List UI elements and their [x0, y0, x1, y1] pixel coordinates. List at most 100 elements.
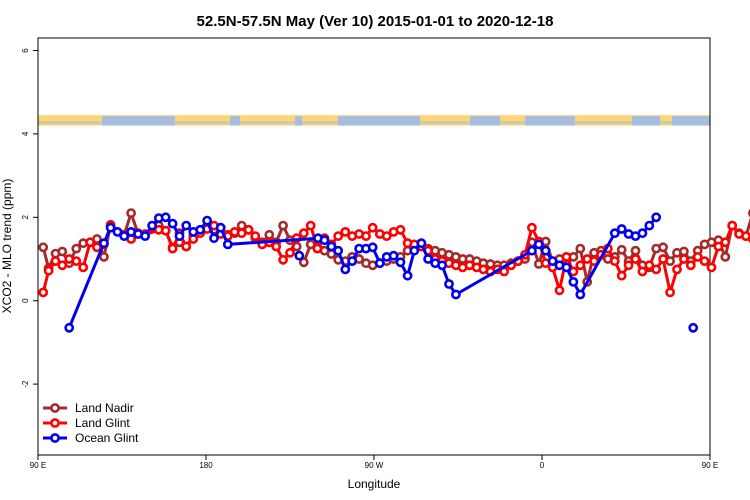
x-tick-label-2: 90 W — [365, 461, 384, 470]
ocean-glint-point-7 — [140, 231, 150, 241]
chart-title: 52.5N-57.5N May (Ver 10) 2015-01-01 to 2… — [197, 13, 554, 30]
x-tick-label-4: 90 E — [702, 461, 718, 470]
ocean-glint-point-15 — [195, 224, 206, 235]
land-glint-point-17 — [167, 243, 178, 254]
band-ocean-5 — [525, 116, 575, 126]
ocean-glint-point-47 — [568, 276, 579, 287]
land-nadir-point-33 — [278, 220, 288, 231]
land-glint-point-34 — [285, 247, 295, 258]
land-glint-point-98 — [727, 220, 738, 231]
band-ocean-stripe — [38, 121, 710, 125]
land-glint-point-36 — [298, 228, 309, 239]
series-ocean-glint — [64, 212, 662, 333]
band-ocean-0 — [102, 116, 175, 126]
y-tick-label-2: 2 — [21, 215, 30, 220]
land-nadir-point-97 — [720, 251, 731, 262]
ocean-glint-point-23 — [333, 245, 344, 256]
land-glint-point-38 — [312, 243, 323, 254]
land-glint-point-3 — [57, 260, 68, 271]
x-axis-label: Longitude — [348, 477, 401, 491]
ocean-glint-point-36 — [423, 254, 433, 264]
land-glint-point-45 — [361, 231, 371, 241]
land-glint-point-2 — [50, 256, 61, 266]
land-nadir-point-9 — [99, 251, 109, 262]
ocean-glint-point-4 — [119, 231, 130, 241]
ocean-glint-point-42 — [533, 239, 544, 250]
y-axis-label: XCO2 - MLO trend (ppm) — [0, 179, 14, 314]
ocean-glint-point-18 — [215, 222, 226, 233]
land-glint-point-69 — [527, 222, 537, 233]
ocean-glint-point-35 — [416, 238, 427, 249]
land-glint-point-88 — [658, 254, 668, 264]
land-glint-point-81 — [609, 256, 620, 266]
ocean-glint-point-43 — [540, 245, 551, 256]
series-layer — [38, 208, 750, 333]
land-glint-point-86 — [644, 260, 655, 271]
band-ocean-4 — [470, 116, 500, 126]
ocean-glint-point-32 — [395, 257, 406, 268]
land-glint-point-92 — [685, 260, 696, 271]
land-glint-point-89 — [665, 287, 675, 298]
y-tick-label-3: 4 — [21, 131, 30, 136]
land-glint-point-94 — [699, 256, 710, 266]
band-ocean-6 — [632, 116, 660, 126]
ocean-glint-point-46 — [561, 262, 572, 273]
land-glint-point-73 — [554, 285, 565, 296]
land-nadir-point-82 — [616, 244, 627, 255]
ocean-glint-point-44 — [547, 256, 558, 266]
isolated-point-0 — [294, 250, 305, 261]
land-glint-point-82 — [616, 270, 627, 281]
land-nadir-point-5 — [71, 243, 82, 254]
ocean-glint-point-38 — [437, 260, 447, 271]
band-ocean-1 — [230, 116, 240, 126]
ocean-glint-point-55 — [651, 212, 662, 223]
land-glint-point-76 — [575, 260, 586, 271]
ocean-glint-point-21 — [319, 235, 330, 246]
land-nadir-point-91 — [679, 246, 689, 257]
land-glint-point-32 — [271, 241, 282, 252]
land-glint-point-84 — [630, 254, 641, 264]
x-tick-label-3: 0 — [540, 461, 545, 470]
land-glint-point-48 — [381, 231, 392, 241]
ocean-glint-point-40 — [450, 289, 461, 300]
y-tick-label-0: -2 — [21, 380, 30, 388]
land-glint-point-0 — [38, 287, 49, 298]
ocean-glint-point-33 — [402, 270, 413, 281]
land-glint-point-19 — [181, 241, 192, 252]
ocean-glint-point-2 — [105, 222, 116, 233]
land-glint-point-87 — [651, 264, 662, 275]
x-tick-label-1: 180 — [199, 461, 213, 470]
land-glint-point-90 — [672, 264, 682, 275]
ocean-glint-point-34 — [409, 245, 420, 256]
land-glint-point-96 — [713, 241, 724, 252]
land-nadir-point-3 — [57, 246, 68, 257]
ocean-glint-point-53 — [637, 228, 648, 239]
ocean-glint-point-8 — [147, 220, 157, 231]
land-nadir-point-76 — [575, 243, 586, 254]
ocean-glint-point-10 — [160, 212, 171, 223]
land-glint-point-85 — [637, 266, 648, 277]
land-glint-point-46 — [367, 222, 378, 233]
land-glint-point-97 — [720, 237, 731, 248]
land-nadir-point-88 — [658, 242, 668, 253]
band-ocean-7 — [672, 116, 710, 126]
land-nadir-point-36 — [298, 257, 309, 268]
land-glint-point-74 — [561, 251, 572, 262]
ocean-glint-point-1 — [99, 238, 109, 249]
land-glint-point-50 — [395, 224, 406, 235]
ocean-glint-point-17 — [209, 233, 219, 244]
land-glint-point-7 — [85, 237, 95, 248]
land-glint-point-93 — [692, 251, 703, 262]
ocean-glint-point-19 — [222, 239, 233, 250]
y-tick-label-4: 6 — [21, 48, 30, 53]
ocean-glint-point-13 — [181, 220, 192, 231]
land-nadir-point-31 — [264, 229, 275, 240]
legend-marker-ocean-glint — [50, 433, 60, 443]
land-nadir-point-12 — [126, 208, 137, 218]
legend-marker-land-nadir — [50, 403, 60, 413]
ocean-glint-point-28 — [367, 242, 378, 253]
ocean-glint-point-3 — [112, 226, 123, 237]
